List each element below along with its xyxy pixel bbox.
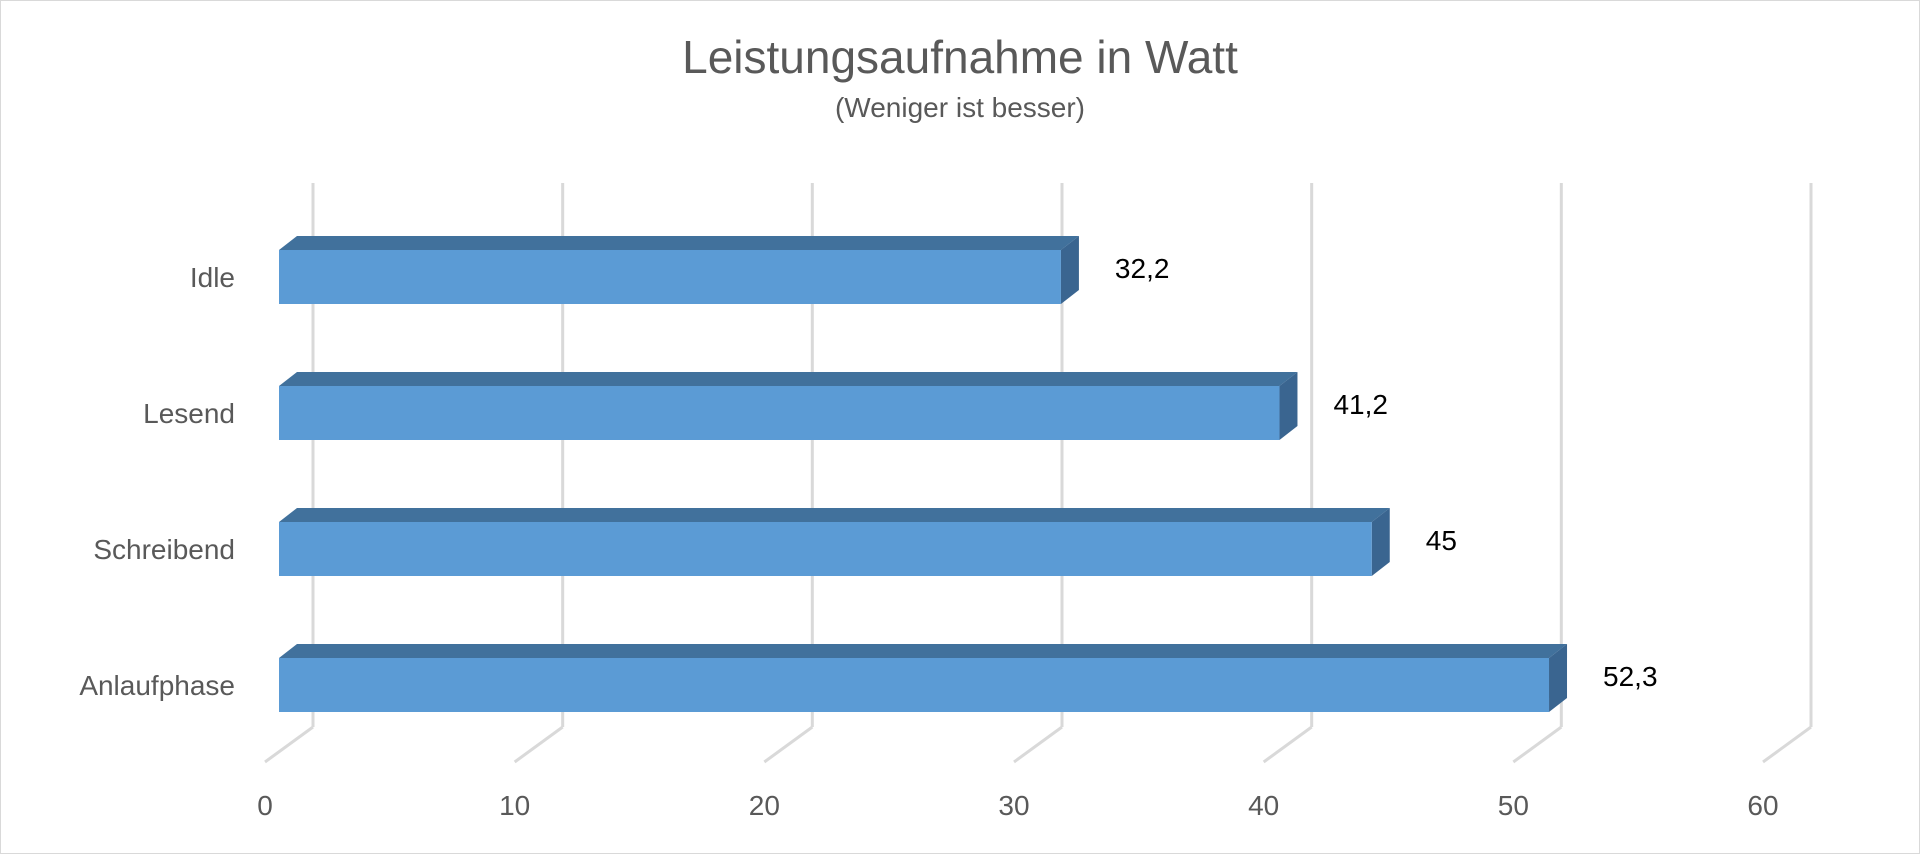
bar-front-face: [279, 522, 1372, 576]
bar-idle: [279, 236, 1079, 304]
bar-front-face: [279, 250, 1061, 304]
bar-side-face: [1549, 644, 1568, 712]
data-labels: 32,2 41,2 45 52,3: [1115, 253, 1658, 692]
bar-lesend: [279, 372, 1298, 440]
x-tick-label: 50: [1498, 790, 1529, 821]
bar-top-face: [279, 644, 1568, 658]
bar-side-face: [1279, 372, 1298, 440]
floor-gridline-30: [1013, 725, 1063, 764]
floor-gridline-50: [1512, 725, 1563, 764]
category-label: Lesend: [143, 398, 235, 429]
data-label: 52,3: [1603, 661, 1658, 692]
chart-title: Leistungsaufnahme in Watt: [682, 31, 1238, 83]
bars: [279, 236, 1568, 712]
category-label: Idle: [190, 262, 235, 293]
floor-gridline-0: [264, 725, 314, 764]
bar-top-face: [279, 236, 1079, 250]
floor-gridline-20: [763, 725, 814, 764]
data-label: 32,2: [1115, 253, 1170, 284]
floor-gridline-40: [1262, 725, 1313, 764]
category-labels: Idle Lesend Schreibend Anlaufphase: [79, 262, 235, 701]
bar-side-face: [1060, 236, 1079, 304]
bar-top-face: [279, 508, 1390, 522]
floor-gridline-60: [1762, 725, 1812, 764]
bar-top-face: [279, 372, 1298, 386]
chart-subtitle: (Weniger ist besser): [834, 92, 1085, 123]
data-label: 41,2: [1333, 389, 1388, 420]
x-tick-label: 0: [257, 790, 273, 821]
bar-front-face: [279, 386, 1280, 440]
x-tick-label: 40: [1248, 790, 1279, 821]
bar-schreibend: [279, 508, 1390, 576]
data-label: 45: [1426, 525, 1457, 556]
x-tick-labels: 0 10 20 30 40 50 60: [257, 790, 1778, 821]
x-tick-label: 20: [749, 790, 780, 821]
x-tick-label: 60: [1747, 790, 1778, 821]
bar-front-face: [279, 658, 1550, 712]
category-label: Anlaufphase: [79, 670, 235, 701]
floor-gridline-10: [513, 725, 564, 764]
bar-anlaufphase: [279, 644, 1568, 712]
bar-side-face: [1371, 508, 1390, 576]
x-tick-label: 10: [499, 790, 530, 821]
x-tick-label: 30: [998, 790, 1029, 821]
category-label: Schreibend: [93, 534, 235, 565]
